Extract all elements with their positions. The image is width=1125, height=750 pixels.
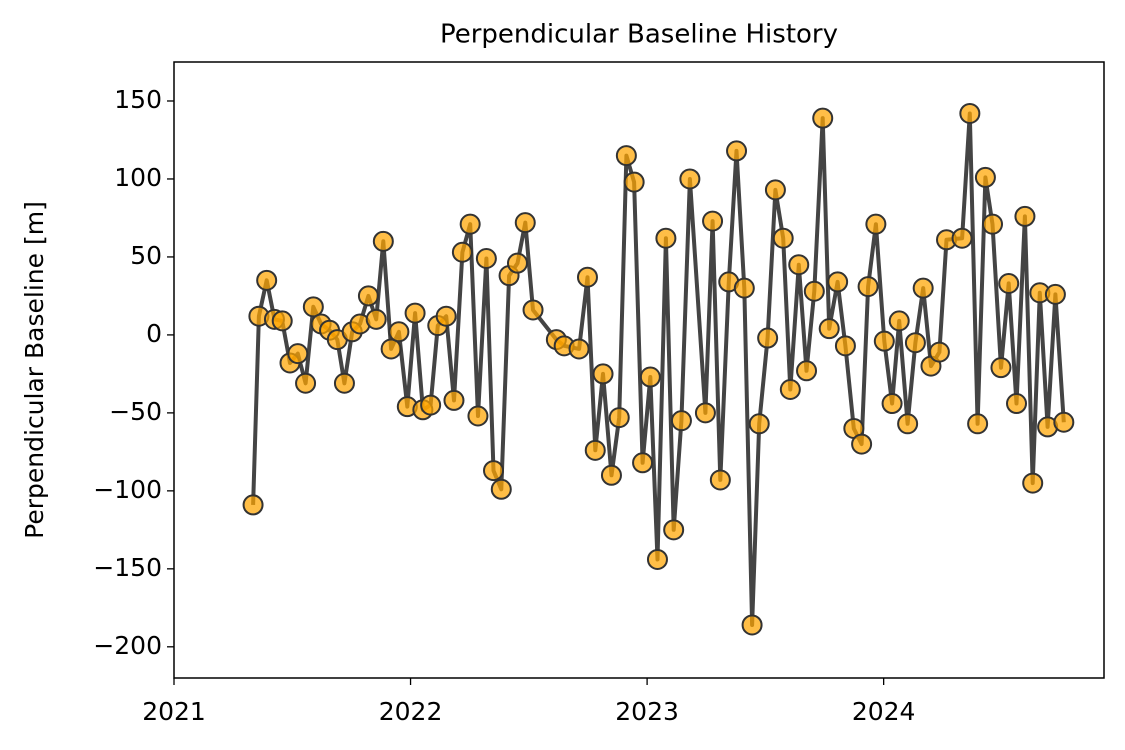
data-point bbox=[888, 310, 910, 332]
x-tick-label: 2021 bbox=[142, 697, 206, 726]
data-point bbox=[1044, 283, 1066, 305]
data-point bbox=[990, 357, 1012, 379]
data-point bbox=[372, 230, 394, 252]
y-tick-label: 50 bbox=[130, 241, 162, 270]
data-point bbox=[1006, 393, 1028, 415]
data-point bbox=[600, 464, 622, 486]
data-point bbox=[702, 210, 724, 232]
data-point bbox=[951, 227, 973, 249]
data-point bbox=[271, 310, 293, 332]
data-point bbox=[380, 338, 402, 360]
data-point bbox=[459, 213, 481, 235]
data-point bbox=[404, 302, 426, 324]
data-point bbox=[772, 227, 794, 249]
data-point bbox=[873, 330, 895, 352]
data-point bbox=[295, 372, 317, 394]
data-point bbox=[803, 280, 825, 302]
data-point bbox=[865, 213, 887, 235]
data-point bbox=[467, 405, 489, 427]
data-point bbox=[623, 171, 645, 193]
data-point bbox=[420, 394, 442, 416]
y-tick-label: −50 bbox=[109, 397, 162, 426]
y-tick-label: −100 bbox=[93, 475, 162, 504]
data-point bbox=[576, 266, 598, 288]
data-point bbox=[788, 254, 810, 276]
data-point bbox=[851, 433, 873, 455]
data-point bbox=[670, 410, 692, 432]
data-point bbox=[897, 413, 919, 435]
data-point bbox=[357, 285, 379, 307]
data-point bbox=[443, 389, 465, 411]
data-point bbox=[608, 407, 630, 429]
data-point bbox=[857, 276, 879, 298]
plot-frame bbox=[173, 61, 1105, 679]
data-point bbox=[483, 460, 505, 482]
data-point bbox=[506, 252, 528, 274]
data-point bbox=[928, 341, 950, 363]
data-point bbox=[733, 277, 755, 299]
data-point bbox=[490, 478, 512, 500]
data-point bbox=[827, 271, 849, 293]
data-point bbox=[646, 548, 668, 570]
data-point bbox=[475, 247, 497, 269]
data-point bbox=[568, 338, 590, 360]
data-point bbox=[726, 140, 748, 162]
data-point bbox=[967, 413, 989, 435]
data-point bbox=[451, 241, 473, 263]
data-point bbox=[365, 308, 387, 330]
data-point bbox=[904, 332, 926, 354]
y-tick-label: −150 bbox=[93, 553, 162, 582]
y-axis-label: Perpendicular Baseline [m] bbox=[20, 201, 49, 539]
data-point bbox=[748, 413, 770, 435]
data-point bbox=[1014, 205, 1036, 227]
data-point bbox=[388, 321, 410, 343]
data-point bbox=[632, 452, 654, 474]
data-point bbox=[663, 519, 685, 541]
chart-title: Perpendicular Baseline History bbox=[440, 20, 838, 50]
x-tick-label: 2022 bbox=[379, 697, 443, 726]
data-point bbox=[256, 269, 278, 291]
data-point bbox=[1022, 472, 1044, 494]
x-tick-label: 2023 bbox=[615, 697, 679, 726]
y-tick-label: −200 bbox=[93, 631, 162, 660]
data-point bbox=[818, 318, 840, 340]
data-point bbox=[302, 296, 324, 318]
baseline-line bbox=[251, 111, 1066, 627]
data-point bbox=[982, 213, 1004, 235]
y-tick-label: 100 bbox=[114, 163, 162, 192]
data-point bbox=[655, 227, 677, 249]
data-point bbox=[757, 327, 779, 349]
data-point bbox=[912, 277, 934, 299]
data-point bbox=[881, 393, 903, 415]
data-point bbox=[287, 343, 309, 365]
data-point bbox=[242, 494, 264, 516]
data-point bbox=[639, 366, 661, 388]
data-point bbox=[435, 305, 457, 327]
data-point bbox=[694, 402, 716, 424]
data-point bbox=[592, 363, 614, 385]
data-point bbox=[679, 168, 701, 190]
data-point bbox=[741, 614, 763, 636]
data-point bbox=[779, 378, 801, 400]
data-point bbox=[764, 179, 786, 201]
data-point bbox=[812, 107, 834, 129]
data-point bbox=[796, 360, 818, 382]
data-point bbox=[834, 335, 856, 357]
data-point bbox=[709, 469, 731, 491]
data-point bbox=[584, 439, 606, 461]
x-tick-label: 2024 bbox=[852, 697, 916, 726]
data-point bbox=[333, 372, 355, 394]
data-point bbox=[974, 166, 996, 188]
y-tick-label: 0 bbox=[146, 319, 162, 348]
y-tick-label: 150 bbox=[114, 85, 162, 114]
data-point bbox=[959, 102, 981, 124]
data-point bbox=[1053, 411, 1075, 433]
data-point bbox=[514, 212, 536, 234]
data-point bbox=[998, 272, 1020, 294]
data-point bbox=[615, 145, 637, 167]
data-point bbox=[522, 299, 544, 321]
